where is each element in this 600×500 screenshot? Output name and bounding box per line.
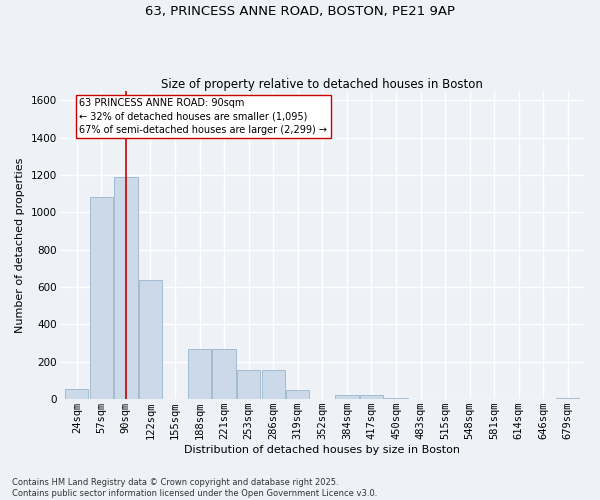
- Text: 63 PRINCESS ANNE ROAD: 90sqm
← 32% of detached houses are smaller (1,095)
67% of: 63 PRINCESS ANNE ROAD: 90sqm ← 32% of de…: [79, 98, 327, 135]
- Bar: [286, 390, 310, 399]
- Bar: [237, 370, 260, 399]
- Bar: [384, 398, 407, 399]
- Bar: [65, 388, 88, 399]
- Text: Contains HM Land Registry data © Crown copyright and database right 2025.
Contai: Contains HM Land Registry data © Crown c…: [12, 478, 377, 498]
- X-axis label: Distribution of detached houses by size in Boston: Distribution of detached houses by size …: [184, 445, 460, 455]
- Y-axis label: Number of detached properties: Number of detached properties: [15, 158, 25, 333]
- Bar: [212, 348, 236, 399]
- Bar: [89, 198, 113, 399]
- Title: Size of property relative to detached houses in Boston: Size of property relative to detached ho…: [161, 78, 483, 91]
- Bar: [360, 396, 383, 399]
- Text: 63, PRINCESS ANNE ROAD, BOSTON, PE21 9AP: 63, PRINCESS ANNE ROAD, BOSTON, PE21 9AP: [145, 5, 455, 18]
- Bar: [188, 348, 211, 399]
- Bar: [139, 280, 162, 399]
- Bar: [335, 396, 359, 399]
- Bar: [556, 398, 580, 399]
- Bar: [114, 177, 137, 399]
- Bar: [262, 370, 285, 399]
